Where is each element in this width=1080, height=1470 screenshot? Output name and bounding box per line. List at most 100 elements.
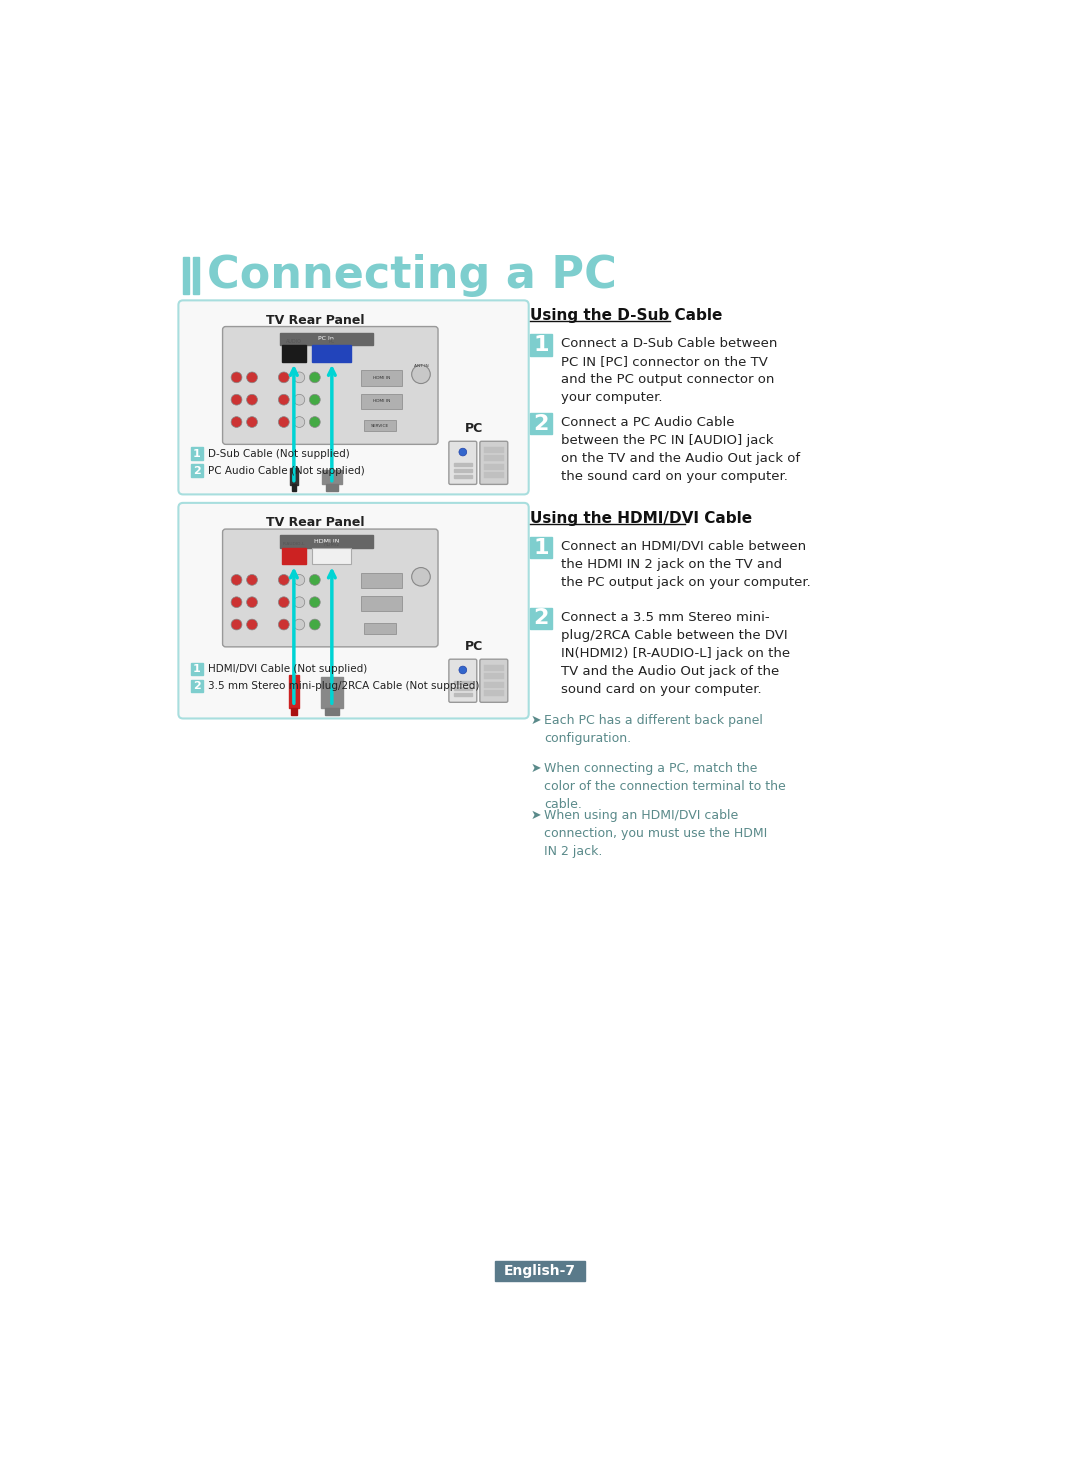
Text: PC: PC	[464, 639, 483, 653]
Bar	[484, 472, 504, 478]
Circle shape	[309, 597, 321, 607]
Text: 1: 1	[193, 664, 201, 675]
Circle shape	[411, 567, 430, 587]
Bar	[289, 675, 298, 707]
Text: HDMI IN: HDMI IN	[373, 400, 390, 403]
Bar	[496, 1261, 584, 1280]
Bar	[326, 484, 338, 491]
Bar	[530, 334, 552, 356]
Bar	[364, 420, 396, 431]
Bar	[454, 469, 472, 472]
Text: When connecting a PC, match the
color of the connection terminal to the
cable.: When connecting a PC, match the color of…	[544, 761, 786, 810]
Text: PC: PC	[328, 340, 335, 344]
Circle shape	[294, 619, 305, 631]
Bar	[530, 537, 552, 559]
Circle shape	[294, 372, 305, 382]
Bar	[454, 681, 472, 684]
Bar	[291, 707, 297, 716]
Text: HDMI/DVI Cable (Not supplied): HDMI/DVI Cable (Not supplied)	[207, 664, 367, 675]
FancyBboxPatch shape	[178, 300, 529, 494]
Bar	[191, 663, 203, 675]
Text: 2: 2	[534, 609, 549, 628]
Bar	[292, 484, 296, 491]
Text: 1: 1	[534, 538, 549, 557]
Circle shape	[279, 597, 289, 607]
Circle shape	[246, 575, 257, 585]
Bar	[191, 465, 203, 476]
Bar	[322, 470, 342, 484]
FancyBboxPatch shape	[480, 441, 508, 485]
Text: HDMI IN: HDMI IN	[313, 539, 339, 544]
Text: ➤: ➤	[530, 810, 541, 822]
Circle shape	[294, 416, 305, 428]
Bar	[362, 370, 402, 385]
Text: When using an HDMI/DVI cable
connection, you must use the HDMI
IN 2 jack.: When using an HDMI/DVI cable connection,…	[544, 810, 768, 858]
Circle shape	[459, 448, 467, 456]
Circle shape	[309, 372, 321, 382]
Bar	[312, 547, 351, 564]
Text: Connect a D-Sub Cable between
PC IN [PC] connector on the TV
and the PC output c: Connect a D-Sub Cable between PC IN [PC]…	[562, 337, 778, 404]
FancyBboxPatch shape	[480, 659, 508, 703]
Text: PC: PC	[464, 422, 483, 435]
Bar	[280, 332, 373, 345]
Bar	[282, 345, 306, 362]
Bar	[325, 707, 339, 716]
Text: 2: 2	[534, 413, 549, 434]
Bar	[183, 257, 189, 294]
Circle shape	[309, 416, 321, 428]
Text: PC Audio Cable (Not supplied): PC Audio Cable (Not supplied)	[207, 466, 365, 475]
Circle shape	[246, 394, 257, 406]
Bar	[312, 345, 351, 362]
Circle shape	[294, 597, 305, 607]
FancyBboxPatch shape	[178, 503, 529, 719]
Bar	[484, 673, 504, 679]
Text: HDMI IN: HDMI IN	[373, 376, 390, 381]
Bar	[484, 664, 504, 670]
Bar	[484, 447, 504, 453]
FancyBboxPatch shape	[222, 326, 438, 444]
Circle shape	[279, 619, 289, 631]
Circle shape	[411, 365, 430, 384]
Circle shape	[279, 416, 289, 428]
Text: English-7: English-7	[504, 1264, 576, 1277]
Bar	[454, 463, 472, 466]
Bar	[484, 456, 504, 462]
Text: Connect a 3.5 mm Stereo mini-
plug/2RCA Cable between the DVI
IN(HDMI2) [R-AUDIO: Connect a 3.5 mm Stereo mini- plug/2RCA …	[562, 610, 791, 695]
Circle shape	[231, 575, 242, 585]
Text: R-AUDIO-L: R-AUDIO-L	[283, 542, 306, 547]
Bar	[484, 689, 504, 697]
Bar	[454, 692, 472, 697]
Bar	[362, 573, 402, 588]
Circle shape	[231, 394, 242, 406]
Text: HDMI2: HDMI2	[324, 542, 340, 547]
Text: 1: 1	[534, 335, 549, 356]
Bar	[362, 595, 402, 612]
Text: Connecting a PC: Connecting a PC	[207, 254, 617, 297]
Bar	[484, 682, 504, 688]
Bar	[364, 623, 396, 634]
Circle shape	[279, 394, 289, 406]
Text: PC In: PC In	[319, 337, 335, 341]
Circle shape	[309, 394, 321, 406]
Circle shape	[309, 619, 321, 631]
Text: Connect an HDMI/DVI cable between
the HDMI IN 2 jack on the TV and
the PC output: Connect an HDMI/DVI cable between the HD…	[562, 539, 811, 589]
Text: Using the HDMI/DVI Cable: Using the HDMI/DVI Cable	[530, 510, 753, 526]
FancyBboxPatch shape	[222, 529, 438, 647]
Circle shape	[294, 394, 305, 406]
Circle shape	[294, 575, 305, 585]
Text: Using the D-Sub Cable: Using the D-Sub Cable	[530, 309, 723, 323]
Circle shape	[279, 372, 289, 382]
Text: 1: 1	[193, 448, 201, 459]
Bar	[191, 447, 203, 460]
Circle shape	[246, 597, 257, 607]
Circle shape	[246, 372, 257, 382]
Bar	[193, 257, 200, 294]
Text: ANT IN: ANT IN	[414, 363, 429, 368]
Bar	[484, 463, 504, 470]
Circle shape	[279, 575, 289, 585]
FancyBboxPatch shape	[449, 659, 476, 703]
Bar	[454, 475, 472, 478]
Text: TV Rear Panel: TV Rear Panel	[266, 315, 364, 326]
Circle shape	[246, 619, 257, 631]
FancyBboxPatch shape	[449, 441, 476, 485]
